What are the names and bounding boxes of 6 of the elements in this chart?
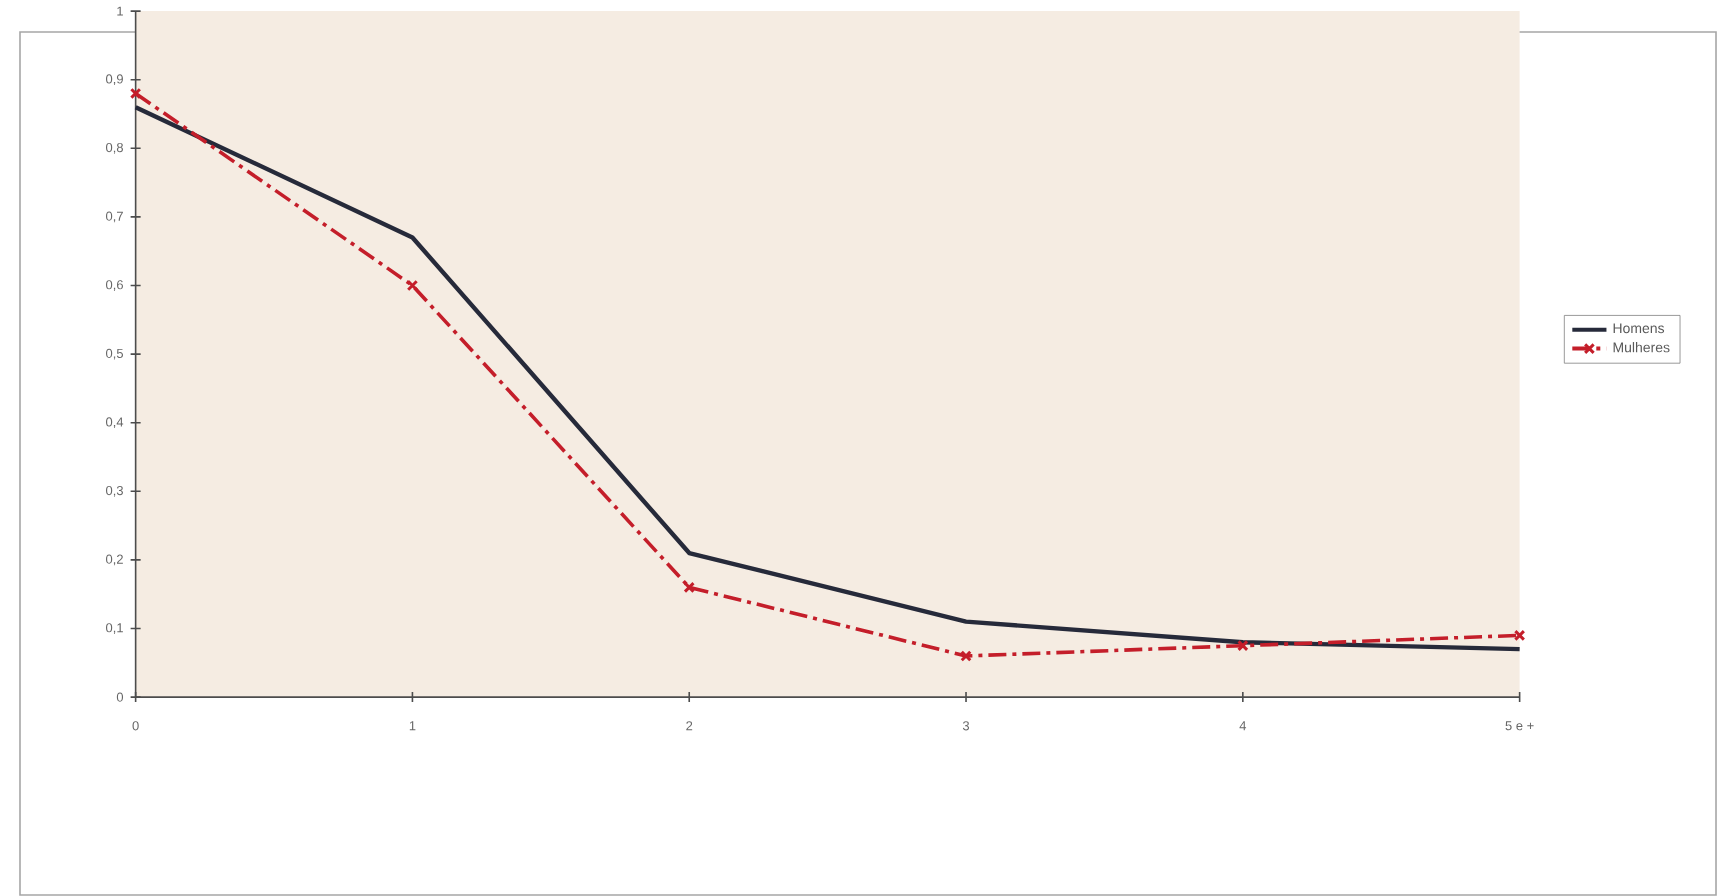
point <box>683 581 695 594</box>
point <box>960 650 972 662</box>
point <box>1237 639 1249 652</box>
point <box>406 279 419 292</box>
point <box>129 87 142 100</box>
point <box>1513 629 1526 642</box>
